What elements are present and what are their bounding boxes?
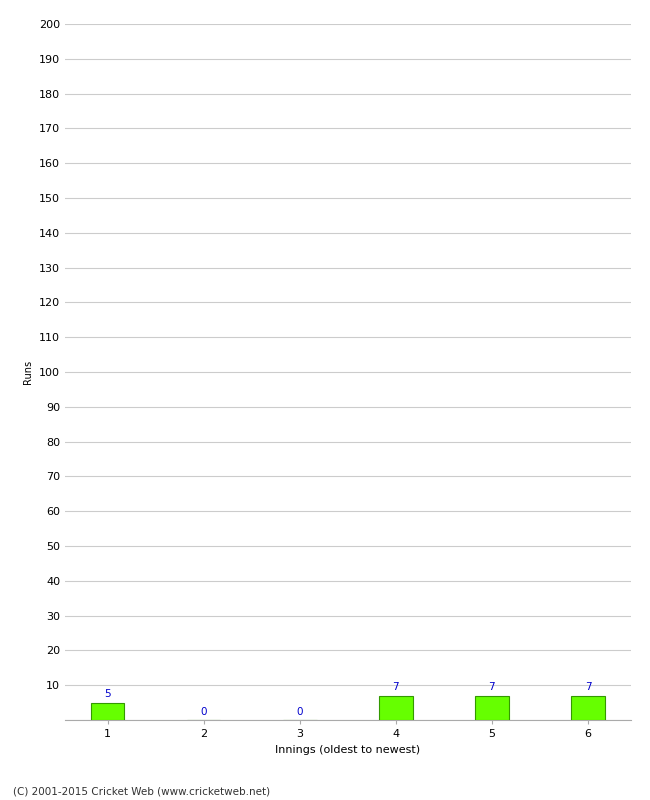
X-axis label: Innings (oldest to newest): Innings (oldest to newest) <box>275 745 421 754</box>
Text: 7: 7 <box>489 682 495 692</box>
Text: (C) 2001-2015 Cricket Web (www.cricketweb.net): (C) 2001-2015 Cricket Web (www.cricketwe… <box>13 786 270 796</box>
Text: 0: 0 <box>200 706 207 717</box>
Y-axis label: Runs: Runs <box>23 360 33 384</box>
Bar <box>91 702 124 720</box>
Text: 5: 5 <box>104 689 111 699</box>
Bar <box>379 696 413 720</box>
Text: 7: 7 <box>584 682 592 692</box>
Text: 7: 7 <box>393 682 399 692</box>
Bar <box>571 696 604 720</box>
Bar <box>475 696 509 720</box>
Text: 0: 0 <box>296 706 303 717</box>
